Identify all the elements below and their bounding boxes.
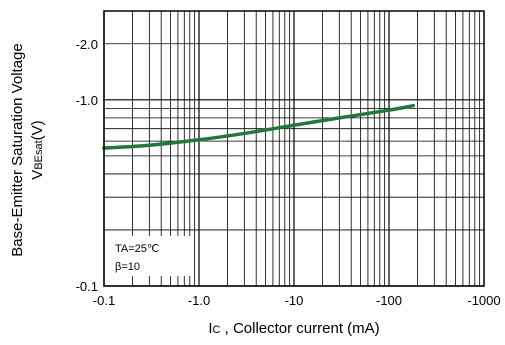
x-tick-label: -1000 bbox=[467, 293, 500, 308]
plot-frame bbox=[103, 10, 485, 287]
y-tick-labels: -2.0 -1.0 -0.1 bbox=[76, 37, 98, 294]
y-tick-label: -1.0 bbox=[76, 93, 98, 108]
annotation-box: TA=25℃ β=10 bbox=[109, 236, 191, 276]
x-tick-label: -0.1 bbox=[93, 293, 115, 308]
annotation-background bbox=[109, 236, 191, 276]
x-tick-label: -1.0 bbox=[188, 293, 210, 308]
annotation-temperature: TA=25℃ bbox=[115, 243, 159, 255]
y-axis-title-rest: (V) bbox=[29, 120, 46, 140]
y-axis-title-line2: VBEsat(V) bbox=[29, 120, 46, 179]
x-tick-label: -10 bbox=[285, 293, 304, 308]
x-axis-title-subscript: C bbox=[213, 324, 221, 336]
y-axis-title-main: V bbox=[29, 170, 46, 180]
x-tick-labels: -0.1 -1.0 -10 -100 -1000 bbox=[93, 293, 501, 308]
series-group bbox=[102, 103, 416, 150]
x-axis-title-main: I bbox=[208, 320, 212, 337]
x-axis-title-rest: , Collector current (mA) bbox=[220, 320, 379, 337]
y-tick-label: -2.0 bbox=[76, 37, 98, 52]
x-axis-title: IC , Collector current (mA) bbox=[208, 320, 379, 337]
series-line bbox=[102, 103, 416, 150]
y-axis-title-subscript: BEsat bbox=[33, 140, 45, 169]
annotation-beta: β=10 bbox=[115, 261, 140, 273]
y-axis-title-line1: Base-Emitter Saturation Voltage bbox=[9, 43, 26, 256]
y-tick-label: -0.1 bbox=[76, 279, 98, 294]
x-tick-label: -100 bbox=[376, 293, 402, 308]
